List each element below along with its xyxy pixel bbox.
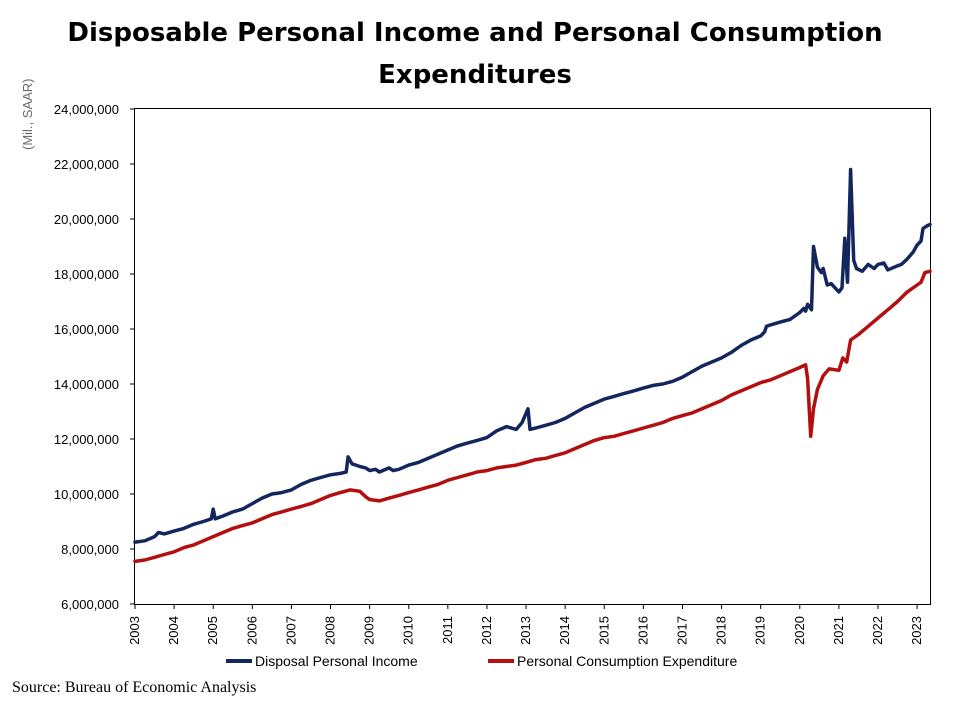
y-tick-label: 20,000,000 <box>54 212 119 227</box>
x-tick-label: 2005 <box>205 616 220 645</box>
y-axis-label: (Mil., SAAR) <box>20 79 35 151</box>
chart-title: Disposable Personal Income and Personal … <box>67 18 883 90</box>
x-tick-label: 2010 <box>401 616 416 645</box>
x-tick-label: 2017 <box>674 616 689 645</box>
x-tick-label: 2007 <box>283 616 298 645</box>
legend: Disposal Personal Income Personal Consum… <box>226 653 737 669</box>
y-tick-label: 12,000,000 <box>54 432 119 447</box>
y-tick-label: 22,000,000 <box>54 157 119 172</box>
x-tick-label: 2022 <box>870 616 885 645</box>
x-tick-label: 2020 <box>792 616 807 645</box>
x-tick-label: 2013 <box>518 616 533 645</box>
x-tick-label: 2016 <box>635 616 650 645</box>
x-tick-label: 2009 <box>362 616 377 645</box>
y-tick-label: 18,000,000 <box>54 267 119 282</box>
x-tick-label: 2015 <box>596 616 611 645</box>
x-tick-label: 2023 <box>909 616 924 645</box>
y-tick-label: 6,000,000 <box>61 597 119 612</box>
y-tick-label: 14,000,000 <box>54 377 119 392</box>
plot-area-border <box>134 108 931 605</box>
x-tick-label: 2012 <box>479 616 494 645</box>
x-tick-label: 2019 <box>753 616 768 645</box>
source-note: Source: Bureau of Economic Analysis <box>12 679 257 696</box>
legend-label-pce: Personal Consumption Expenditure <box>517 653 737 669</box>
x-tick-label: 2018 <box>714 616 729 645</box>
y-tick-label: 24,000,000 <box>54 102 119 117</box>
x-tick-label: 2006 <box>244 616 259 645</box>
x-tick-label: 2003 <box>127 616 142 645</box>
x-tick-label: 2014 <box>557 616 572 645</box>
series-line-consumption-expenditure <box>133 269 932 564</box>
x-tick-label: 2008 <box>323 616 338 645</box>
y-tick-label: 8,000,000 <box>61 542 119 557</box>
series-line-disposable-income <box>133 167 932 544</box>
y-tick-label: 10,000,000 <box>54 487 119 502</box>
legend-label-dpi: Disposal Personal Income <box>255 653 418 669</box>
x-tick-label: 2011 <box>440 616 455 644</box>
x-tick-label: 2004 <box>166 616 181 645</box>
y-tick-label: 16,000,000 <box>54 322 119 337</box>
x-tick-label: 2021 <box>831 616 846 645</box>
